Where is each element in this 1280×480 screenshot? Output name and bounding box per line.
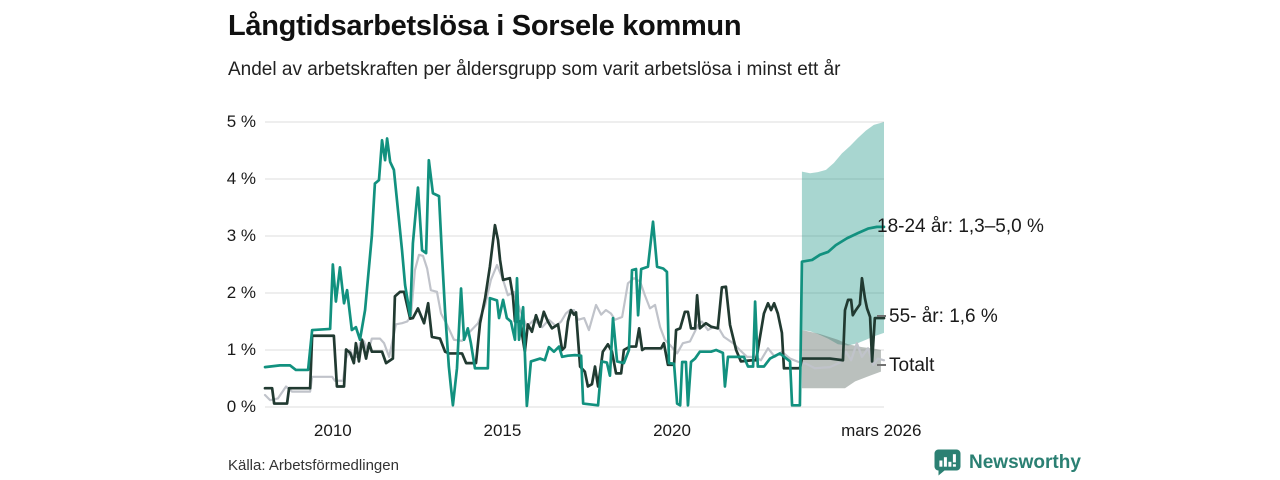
- source-note: Källa: Arbetsförmedlingen: [228, 457, 399, 474]
- label-connector-dash: [877, 315, 886, 318]
- x-tick-label: 2015: [483, 421, 522, 440]
- forecast-band: [801, 122, 884, 346]
- chart-subtitle: Andel av arbetskraften per åldersgrupp s…: [228, 59, 841, 80]
- newsworthy-wordmark: Newsworthy: [969, 451, 1081, 473]
- y-tick-label: 0 %: [226, 397, 256, 416]
- label-connector-dash: [877, 364, 886, 367]
- series-label-18-24 år: 18-24 år: 1,3–5,0 %: [877, 216, 1044, 238]
- y-tick-label: 4 %: [226, 169, 256, 188]
- series-label-Totalt: Totalt: [877, 355, 934, 377]
- y-tick-label: 3 %: [226, 226, 256, 245]
- y-tick-label: 2 %: [226, 283, 256, 302]
- bar-chart-speech-bubble-icon: [934, 449, 961, 476]
- x-tick-label: 2020: [653, 421, 691, 440]
- series-line-Totalt: [263, 253, 886, 402]
- series-line-18-24 år: [263, 137, 886, 408]
- newsworthy-logo: Newsworthy: [934, 449, 1081, 476]
- series-label-55- år: 55- år: 1,6 %: [877, 306, 998, 328]
- chart-title: Långtidsarbetslösa i Sorsele kommun: [228, 10, 742, 42]
- series-lines: [263, 137, 886, 408]
- x-tick-label: mars 2026: [841, 421, 922, 440]
- series-line-55- år: [263, 223, 886, 405]
- y-tick-label: 5 %: [226, 112, 256, 131]
- x-tick-label: 2010: [313, 421, 352, 440]
- y-tick-label: 1 %: [226, 340, 256, 359]
